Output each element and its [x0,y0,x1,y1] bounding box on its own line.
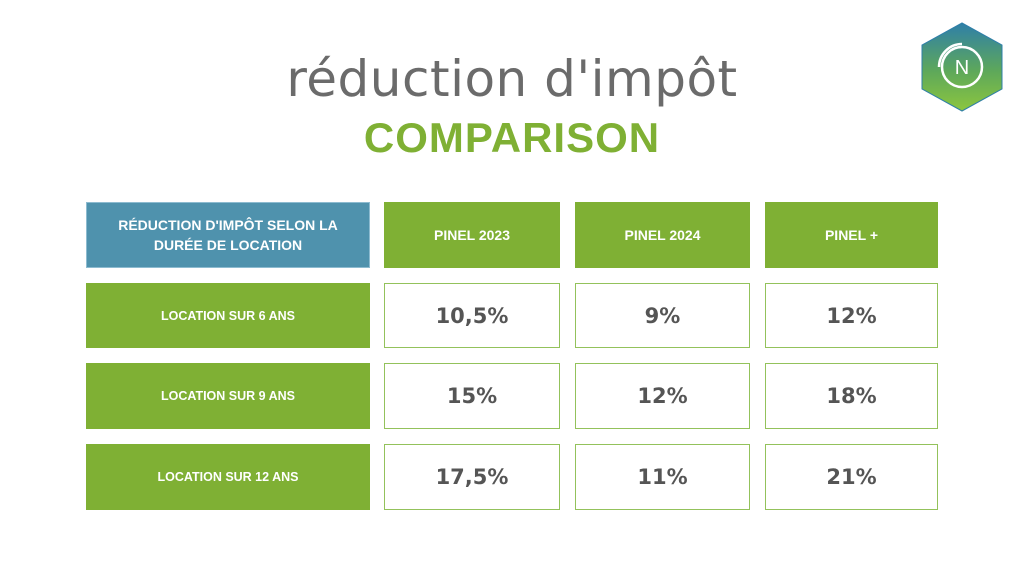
table-cell: 11% [575,444,750,510]
table-cell: 9% [575,283,750,348]
table-cell: 12% [765,283,938,348]
page-subtitle: COMPARISON [363,114,661,161]
table-cell: 18% [765,363,938,429]
column-header-pinel-plus: PINEL + [765,202,938,268]
row-label-12-ans: LOCATION SUR 12 ANS [86,444,370,510]
table-cell: 12% [575,363,750,429]
row-label-6-ans: LOCATION SUR 6 ANS [86,283,370,348]
table-cell: 15% [384,363,560,429]
page-title: réduction d'impôt [286,50,738,108]
table-cell: 17,5% [384,444,560,510]
brand-logo-icon: N [921,22,1003,112]
column-header-pinel-2023: PINEL 2023 [384,202,560,268]
svg-text:N: N [955,57,969,79]
row-label-9-ans: LOCATION SUR 9 ANS [86,363,370,429]
table-cell: 21% [765,444,938,510]
corner-header-cell: RÉDUCTION D'IMPÔT SELON LA DURÉE DE LOCA… [86,202,370,268]
table-cell: 10,5% [384,283,560,348]
column-header-pinel-2024: PINEL 2024 [575,202,750,268]
